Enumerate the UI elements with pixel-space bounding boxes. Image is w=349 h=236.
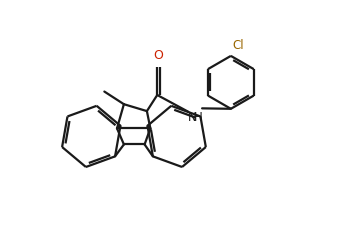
Text: O: O <box>153 49 163 62</box>
Text: N: N <box>188 111 196 124</box>
Text: H: H <box>194 111 202 124</box>
Text: Cl: Cl <box>233 39 244 52</box>
